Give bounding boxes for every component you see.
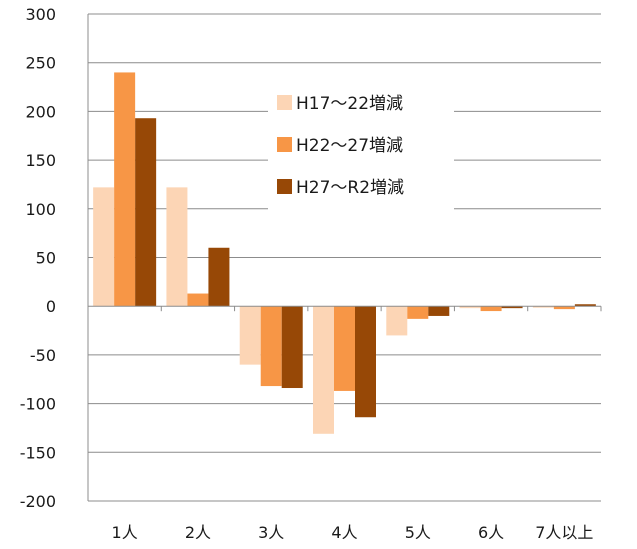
bar-1-3 xyxy=(239,306,261,365)
bar-2-3 xyxy=(260,306,282,387)
y-tick-label: 50 xyxy=(36,249,56,268)
bar-1-5 xyxy=(386,306,408,336)
bar-3-1 xyxy=(135,118,157,307)
category-label: 5人 xyxy=(405,523,431,542)
bar-1-6 xyxy=(459,306,481,309)
x-axis-categories: 1人 2人 3人 4人 5人 6人 7人以上 xyxy=(112,523,594,542)
y-tick-label: 200 xyxy=(25,102,56,121)
category-label: 4人 xyxy=(331,523,357,542)
legend-box xyxy=(268,80,454,220)
y-tick-label: 0 xyxy=(46,297,56,316)
bar-3-3 xyxy=(281,306,303,389)
bar-3-6 xyxy=(501,306,523,309)
legend-label-2: H22～27増減 xyxy=(296,136,403,156)
bar-2-7 xyxy=(553,306,575,310)
legend-label-3: H27～R2増減 xyxy=(296,178,404,198)
legend-label-1: H17～22増減 xyxy=(296,94,403,114)
axes xyxy=(87,14,602,502)
bars xyxy=(93,72,596,434)
bar-3-4 xyxy=(355,306,376,418)
bar-1-4 xyxy=(313,306,334,434)
bar-2-6 xyxy=(480,306,502,312)
category-label: 1人 xyxy=(112,523,138,542)
bar-2-1 xyxy=(114,72,136,307)
bar-3-7 xyxy=(574,304,596,307)
y-tick-label: -100 xyxy=(20,395,56,414)
y-tick-label: 300 xyxy=(25,5,56,24)
bar-1-7 xyxy=(532,306,554,308)
bar-2-4 xyxy=(334,306,355,391)
legend-swatch-2 xyxy=(277,137,292,152)
legend-swatch-1 xyxy=(277,95,292,110)
bar-3-2 xyxy=(208,247,230,307)
category-label: 2人 xyxy=(185,523,211,542)
y-tick-label: 250 xyxy=(25,54,56,73)
bar-2-2 xyxy=(187,293,209,307)
y-tick-label: 150 xyxy=(25,151,56,170)
bar-2-5 xyxy=(407,306,429,319)
legend: H17～22増減 H22～27増減 H27～R2増減 xyxy=(268,80,454,220)
bar-1-1 xyxy=(93,187,115,307)
category-label: 3人 xyxy=(258,523,284,542)
y-axis-ticks: 300 250 200 150 100 50 0 -50 -100 -150 -200 xyxy=(20,5,56,511)
y-tick-label: 100 xyxy=(25,200,56,219)
category-label: 7人以上 xyxy=(535,523,593,542)
y-tick-label: -50 xyxy=(30,346,56,365)
y-tick-label: -200 xyxy=(20,492,56,511)
legend-swatch-3 xyxy=(277,179,292,194)
category-label: 6人 xyxy=(478,523,504,542)
y-tick-label: -150 xyxy=(20,443,56,462)
bar-3-5 xyxy=(428,306,450,316)
bar-1-2 xyxy=(166,187,188,307)
